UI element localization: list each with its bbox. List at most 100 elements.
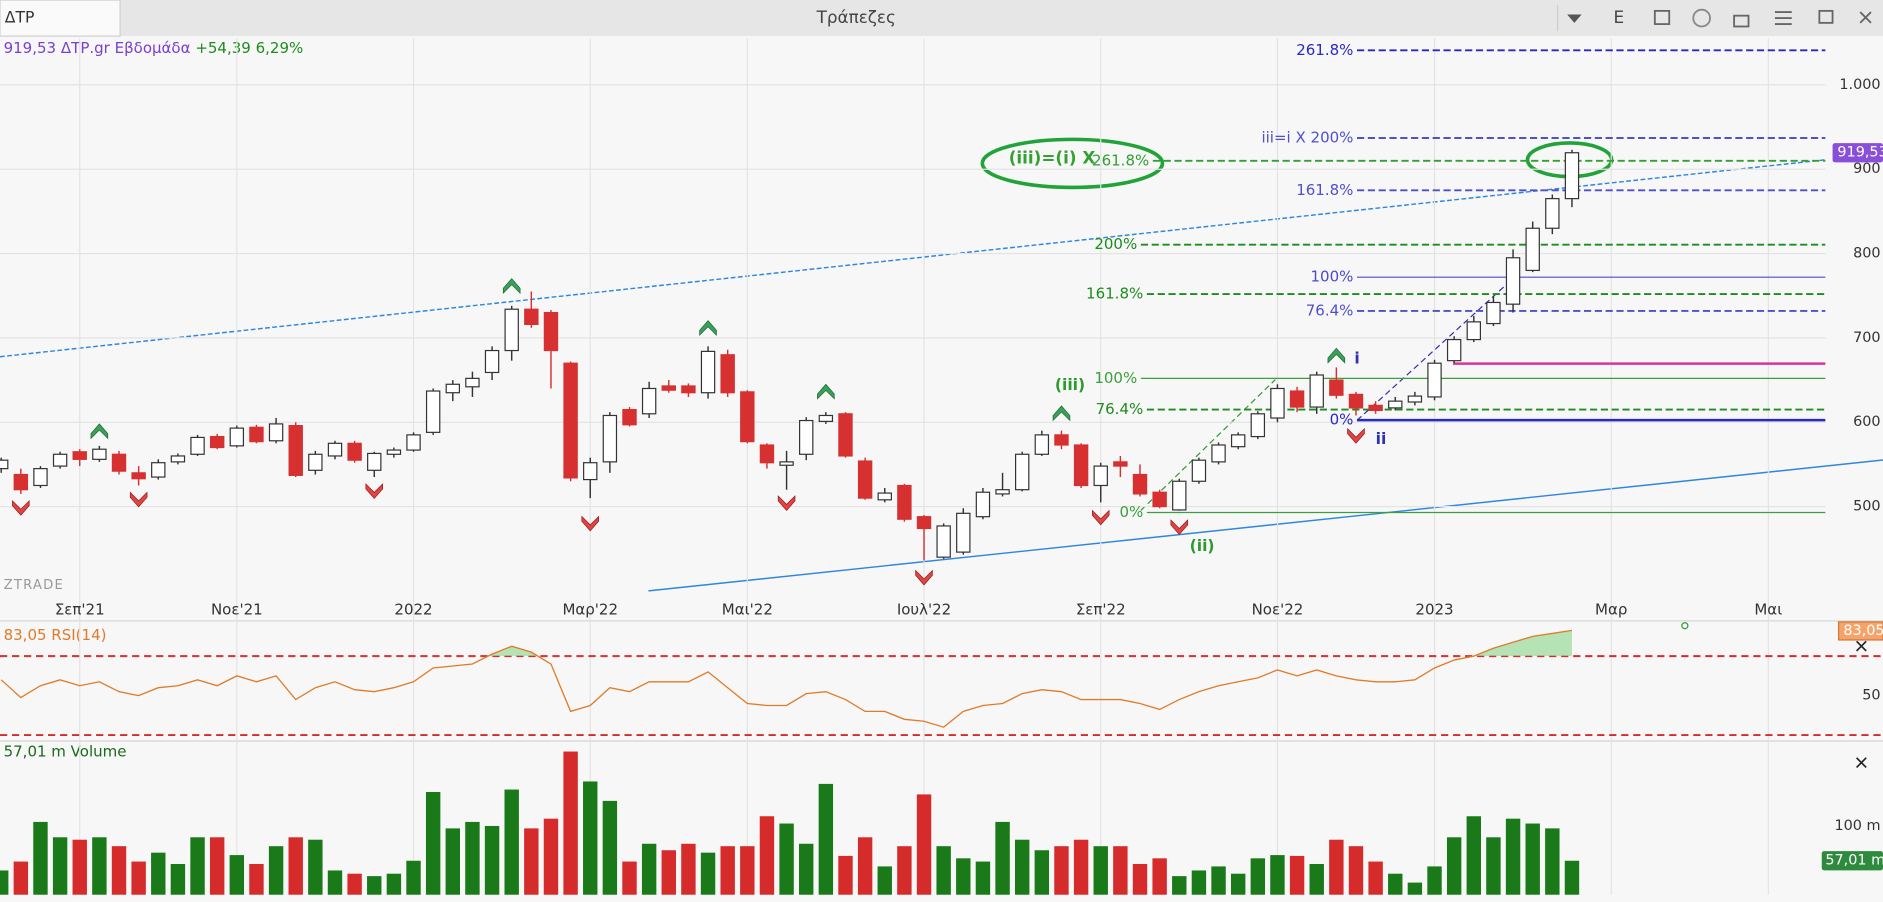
close-rsi[interactable] — [1855, 640, 1867, 652]
fractal-up — [1327, 347, 1346, 364]
toolbar — [0, 0, 1883, 37]
close-volume[interactable] — [1855, 757, 1867, 769]
candle-body — [936, 525, 951, 558]
fib-label: 200% — [1094, 235, 1137, 253]
quote-icon[interactable] — [1692, 8, 1711, 28]
restore-icon[interactable] — [1818, 9, 1834, 24]
close-icon[interactable] — [1859, 11, 1872, 24]
fractal-down — [581, 515, 600, 532]
volume-bar — [1191, 870, 1207, 895]
volume-bar — [1309, 863, 1324, 895]
volume-bar — [857, 837, 873, 895]
fractal-down — [1347, 427, 1365, 444]
rsi-line — [0, 629, 1573, 728]
volume-bar — [1466, 816, 1482, 895]
volume-bar — [1054, 846, 1069, 895]
x-tick-label: Μαι — [1754, 601, 1782, 619]
volume-bar — [190, 837, 205, 895]
volume-bar — [347, 873, 362, 895]
fib-label: 0% — [1330, 411, 1354, 429]
header-price: 919,53 — [4, 39, 57, 57]
highlight-ellipse — [980, 137, 1165, 190]
candle-body — [13, 473, 29, 491]
candle-body — [406, 434, 421, 451]
fib-label: 100% — [1311, 268, 1354, 286]
volume-bar — [583, 781, 598, 895]
candle-body — [1564, 152, 1580, 200]
candle-body — [504, 308, 519, 352]
wave-label: i — [1354, 350, 1359, 368]
price-header: 919,53 ΔΤΡ.gr Εβδομάδα +54,39 6,29% — [4, 39, 304, 57]
y-tick-label: 600 — [1853, 414, 1881, 430]
volume-bar — [1525, 823, 1540, 895]
volume-bar — [465, 821, 480, 895]
dropdown-icon[interactable] — [1567, 14, 1582, 23]
volume-bar — [111, 846, 127, 895]
volume-bar — [1388, 873, 1403, 895]
volume-bar — [543, 818, 559, 895]
fractal-down — [777, 495, 796, 511]
candle-body — [1486, 301, 1501, 325]
volume-bar — [170, 863, 186, 895]
volume-bar — [308, 839, 323, 895]
fractal-up — [1052, 405, 1071, 422]
volume-bar — [1034, 850, 1050, 895]
candle-body — [151, 462, 166, 478]
volume-bar — [249, 863, 264, 895]
volume-bar — [1368, 861, 1383, 895]
candle-body — [956, 512, 971, 553]
volume-bar — [1132, 863, 1148, 895]
watermark: ZTRADE — [4, 578, 64, 593]
candle-body — [1505, 257, 1521, 305]
wave-label: (iii) — [1055, 376, 1085, 394]
candle-body — [1113, 461, 1128, 467]
x-tick-label: Μαρ'22 — [562, 601, 618, 619]
candle-body — [818, 414, 834, 422]
volume-bar — [33, 821, 48, 895]
candle-body — [1427, 362, 1442, 398]
lock-icon[interactable] — [1733, 14, 1750, 28]
volume-bar — [1407, 882, 1423, 895]
marker — [1681, 622, 1689, 630]
volume-bar — [563, 751, 578, 895]
panel-icon[interactable] — [1653, 9, 1671, 25]
candle-body — [681, 385, 696, 394]
volume-bar — [661, 850, 676, 895]
candle-body — [583, 462, 598, 481]
last-price-badge — [1832, 143, 1883, 163]
y-tick-label: 700 — [1853, 330, 1881, 346]
y-tick-label: 100 m — [1834, 818, 1880, 834]
candle-body — [1446, 338, 1462, 362]
fractal-down — [365, 483, 384, 499]
volume-bar — [1250, 858, 1266, 895]
volume-bar — [1289, 855, 1305, 895]
candle-body — [1289, 390, 1305, 408]
symbol: ΔΤΡ — [5, 9, 35, 27]
candle-body — [799, 419, 814, 455]
x-tick-label: Ιουλ'22 — [897, 601, 951, 619]
volume-bar — [818, 783, 834, 895]
wave-label: ii — [1376, 430, 1387, 448]
volume-bar — [700, 852, 716, 895]
candle-body — [1270, 387, 1285, 419]
candle-body — [1525, 227, 1540, 272]
candle-body — [1230, 434, 1246, 448]
candle-body — [92, 448, 107, 460]
x-tick-label: Σεπ'22 — [1076, 601, 1126, 619]
volume-bar — [759, 816, 775, 895]
volume-bar — [327, 870, 343, 895]
volume-bar — [1446, 837, 1462, 895]
candle-body — [1014, 453, 1030, 491]
volume-bar — [1329, 839, 1344, 895]
toolbar-button[interactable]: E — [1613, 7, 1624, 27]
candle-body — [190, 436, 205, 455]
candle-body — [1348, 393, 1364, 409]
candle-body — [347, 442, 362, 461]
candle-body — [1407, 395, 1423, 403]
symbol-tab[interactable] — [0, 0, 121, 37]
menu-icon[interactable] — [1774, 11, 1792, 25]
volume-bar — [681, 843, 696, 895]
candle-body — [288, 425, 303, 476]
volume-bar — [956, 858, 971, 895]
